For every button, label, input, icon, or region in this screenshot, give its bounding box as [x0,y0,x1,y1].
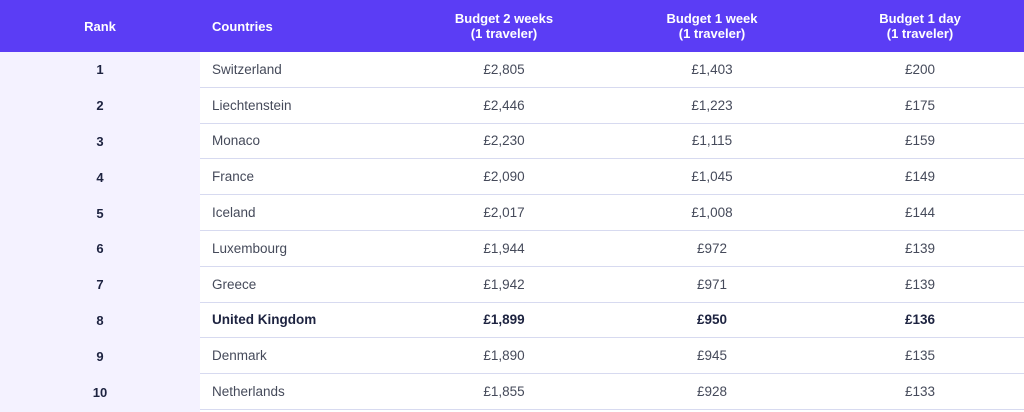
rank-cell: 7 [96,277,104,293]
budget-1-day-cell: £135 [904,348,936,364]
table-row: 5 Iceland £2,017 £1,008 £144 [0,195,1024,231]
budget-2-weeks-cell: £2,230 [483,133,525,149]
rank-cell: 3 [96,133,104,149]
table-row: 3 Monaco £2,230 £1,115 £159 [0,124,1024,160]
table-row-highlighted: 8 United Kingdom £1,899 £950 £136 [0,303,1024,339]
budget-1-week-cell: £971 [696,276,728,292]
budget-1-day-cell: £200 [904,61,936,77]
table-row: 10 Netherlands £1,855 £928 £133 [0,374,1024,410]
rank-cell: 4 [96,169,104,185]
budget-1-day-cell: £139 [904,240,936,256]
header-budget-1-week: Budget 1 week (1 traveler) [608,11,816,41]
table-row: 7 Greece £1,942 £971 £139 [0,267,1024,303]
rank-cell: 5 [96,205,104,221]
budget-1-day-cell: £149 [904,169,936,185]
budget-1-day-cell: £159 [904,133,936,149]
country-cell: Iceland [212,205,256,221]
budget-2-weeks-cell: £2,805 [483,61,525,77]
country-cell: Monaco [212,133,261,149]
country-cell: France [212,169,255,185]
budget-1-week-cell: £950 [696,312,728,328]
table-row: 4 France £2,090 £1,045 £149 [0,159,1024,196]
budget-1-week-cell: £1,223 [691,97,733,113]
budget-1-day-cell: £136 [904,312,936,328]
budget-2-weeks-cell: £2,090 [483,169,525,185]
header-budget-1-week-label: Budget 1 week [666,11,758,26]
country-cell: Liechtenstein [212,97,292,113]
country-cell: Luxembourg [212,240,288,256]
budget-2-weeks-cell: £2,017 [483,205,525,221]
header-budget-1-day: Budget 1 day (1 traveler) [816,11,1024,41]
table-row: 2 Liechtenstein £2,446 £1,223 £175 [0,88,1024,124]
country-cell: Greece [212,276,257,292]
budget-2-weeks-cell: £2,446 [483,97,525,113]
country-cell: Netherlands [212,384,285,400]
header-budget-1-day-label: Budget 1 day [879,11,961,26]
header-countries: Countries [212,18,273,34]
budget-1-day-cell: £139 [904,276,936,292]
table-row: 1 Switzerland £2,805 £1,403 £200 [0,52,1024,88]
rank-cell: 9 [96,348,104,364]
budget-2-weeks-cell: £1,899 [483,312,525,328]
rank-cell: 6 [96,241,104,257]
rank-cell: 2 [96,98,104,114]
budget-1-week-cell: £928 [696,384,728,400]
budget-2-weeks-cell: £1,942 [483,276,525,292]
budget-2-weeks-cell: £1,855 [483,384,525,400]
budget-1-week-cell: £945 [696,348,728,364]
country-cell: Switzerland [212,61,282,77]
country-cell: United Kingdom [212,312,317,328]
header-budget-2-weeks-note: (1 traveler) [470,26,538,41]
header-rank: Rank [84,18,116,34]
rank-column-background [0,52,200,412]
budget-1-day-cell: £144 [904,205,936,221]
header-budget-1-day-note: (1 traveler) [886,26,954,41]
rank-cell: 1 [96,62,104,78]
rank-cell: 10 [92,384,108,400]
table-header: Rank Countries Budget 2 weeks (1 travele… [0,0,1024,52]
budget-1-week-cell: £972 [696,240,728,256]
table-row: 6 Luxembourg £1,944 £972 £139 [0,231,1024,267]
budget-1-week-cell: £1,115 [691,133,733,149]
header-budget-2-weeks-label: Budget 2 weeks [454,11,554,26]
country-cell: Denmark [212,348,267,364]
header-budget-2-weeks: Budget 2 weeks (1 traveler) [400,11,608,41]
budget-2-weeks-cell: £1,944 [483,240,525,256]
budget-1-day-cell: £175 [904,97,936,113]
header-budget-1-week-note: (1 traveler) [678,26,746,41]
budget-1-week-cell: £1,008 [691,205,733,221]
table-body: 1 Switzerland £2,805 £1,403 £200 2 Liech… [0,52,1024,412]
budget-1-week-cell: £1,403 [691,61,733,77]
budget-1-week-cell: £1,045 [691,169,733,185]
budget-1-day-cell: £133 [904,384,936,400]
table-row: 9 Denmark £1,890 £945 £135 [0,338,1024,375]
rank-cell: 8 [96,312,104,328]
budget-2-weeks-cell: £1,890 [483,348,525,364]
